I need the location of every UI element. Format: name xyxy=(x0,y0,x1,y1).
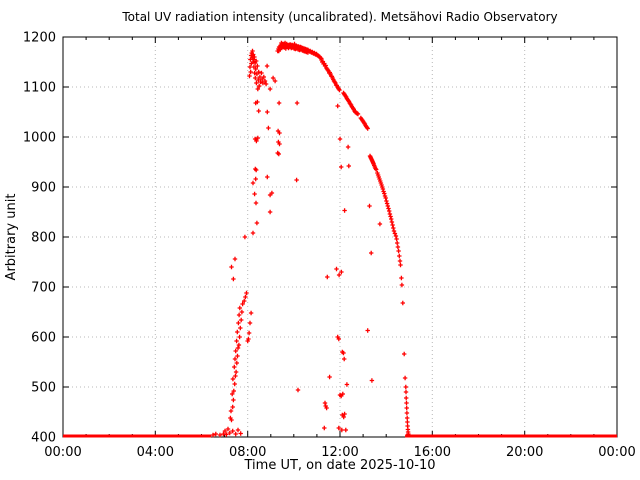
x-tick-labels: 00:00 04:00 08:00 12:00 16:00 20:00 00:00 xyxy=(44,445,635,460)
y-axis-label: Arbitrary unit xyxy=(4,194,19,281)
x-tick-label: 12:00 xyxy=(321,445,358,460)
y-tick-label: 900 xyxy=(31,181,56,196)
data-points xyxy=(210,40,411,438)
y-tick-label: 400 xyxy=(31,431,56,446)
x-tick-label: 04:00 xyxy=(137,445,174,460)
y-tick-label: 500 xyxy=(31,381,56,396)
x-tick-label: 00:00 xyxy=(598,445,635,460)
y-tick-label: 1000 xyxy=(23,131,56,146)
y-tick-label: 1100 xyxy=(23,81,56,96)
gridlines xyxy=(64,38,616,436)
y-tick-label: 600 xyxy=(31,331,56,346)
chart-title: Total UV radiation intensity (uncalibrat… xyxy=(121,10,557,24)
y-tick-label: 1200 xyxy=(23,31,56,46)
x-axis-label: Time UT, on date 2025-10-10 xyxy=(244,458,436,473)
x-tick-label: 08:00 xyxy=(229,445,266,460)
x-tick-label: 20:00 xyxy=(506,445,543,460)
y-tick-labels: 400 500 600 700 800 900 1000 1100 1200 xyxy=(23,31,56,446)
y-tick-label: 800 xyxy=(31,231,56,246)
y-tick-label: 700 xyxy=(31,281,56,296)
x-tick-label: 00:00 xyxy=(44,445,81,460)
x-tick-label: 16:00 xyxy=(414,445,451,460)
